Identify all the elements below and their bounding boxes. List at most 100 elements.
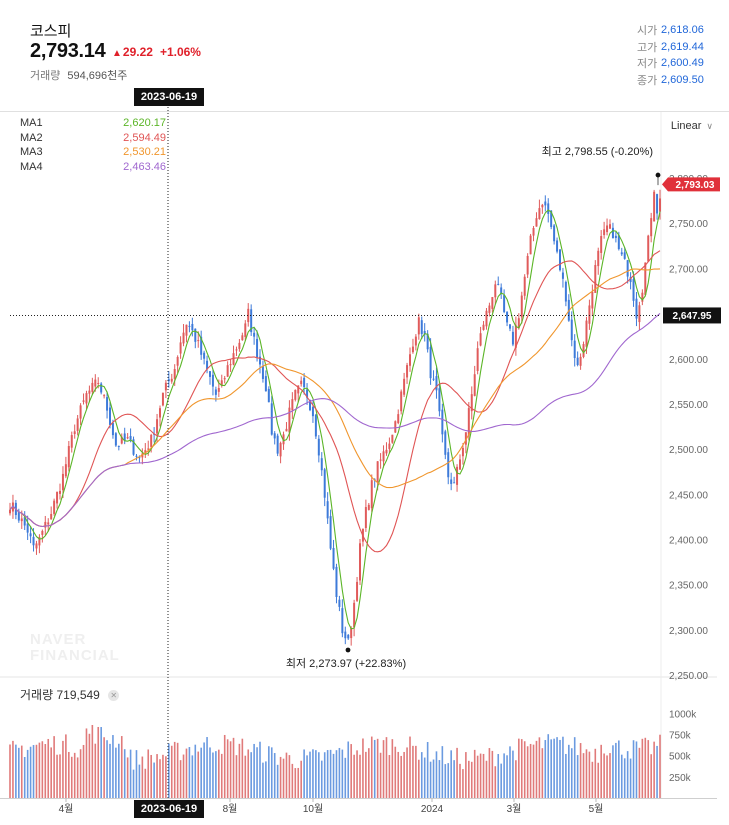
candle-body <box>17 511 20 521</box>
volume-bar <box>382 740 385 798</box>
volume-bar <box>479 753 482 798</box>
candle-body <box>38 537 41 546</box>
volume-bar <box>29 746 32 798</box>
candle-body <box>432 378 435 380</box>
candle-body <box>294 389 297 400</box>
volume-tick-label: 250k <box>669 773 692 784</box>
volume-bar <box>482 753 485 798</box>
volume-bar <box>185 748 188 798</box>
candle-body <box>653 191 656 222</box>
volume-bar <box>56 754 58 798</box>
candle-body <box>288 407 291 433</box>
candle-body <box>67 446 70 468</box>
candle-body <box>135 455 138 457</box>
candle-body <box>94 379 97 387</box>
change-percent: +1.06% <box>159 45 201 59</box>
volume-bar <box>529 743 532 798</box>
volume-bar <box>223 734 226 798</box>
candle-body <box>217 388 220 392</box>
volume-bar <box>597 762 600 798</box>
candle-body <box>564 281 567 302</box>
volume-bar <box>400 755 402 798</box>
date-tick-label: 8월 <box>223 803 238 815</box>
candle-body <box>350 627 353 639</box>
ma-legend-row-2[interactable]: MA2 2,594.49 <box>20 131 166 144</box>
candle-body <box>409 354 411 366</box>
candle-body <box>138 457 141 459</box>
volume-bar <box>182 754 185 798</box>
candle-body <box>632 279 635 301</box>
candle-body <box>526 255 529 275</box>
candle-body <box>220 380 223 386</box>
volume-bar <box>303 749 305 798</box>
volume-summary: 거래량 594,696천주 <box>30 67 127 83</box>
volume-bar <box>497 754 500 798</box>
candle-body <box>335 566 338 597</box>
ohlc-low: 저가 2,600.49 <box>637 57 704 71</box>
volume-bar <box>344 757 347 798</box>
candle-body <box>147 448 150 450</box>
candle-body <box>550 210 553 227</box>
candle-body <box>411 346 414 353</box>
close-icon[interactable]: ✕ <box>108 690 120 702</box>
volume-axis: 1000k 750k 500k 250k <box>669 709 697 783</box>
scale-mode-dropdown[interactable]: Linear ∨ <box>671 120 713 132</box>
volume-bar <box>194 744 197 798</box>
candle-body <box>376 461 379 483</box>
volume-bar <box>226 739 229 798</box>
candle-body <box>600 236 603 253</box>
ma-legend-row-1[interactable]: MA1 2,620.17 <box>20 117 166 130</box>
volume-bar <box>315 750 317 798</box>
volume-bar <box>565 753 567 798</box>
volume-bar <box>141 756 144 798</box>
candle-body <box>482 324 485 330</box>
candle-body <box>544 201 547 206</box>
candle-body <box>529 235 532 255</box>
candle-body <box>447 452 450 478</box>
volume-bar <box>94 743 97 798</box>
volume-bar <box>632 740 635 798</box>
volume-bar <box>518 738 520 798</box>
candle-body <box>641 292 644 302</box>
volume-tick-label: 750k <box>669 731 692 742</box>
candle-body <box>214 389 217 395</box>
high-annotation: 최고 2,798.55 (-0.20%) <box>542 145 661 186</box>
volume-bar <box>423 757 426 798</box>
candle-body <box>659 198 661 212</box>
volume-bar <box>338 747 341 798</box>
ma-legend-row-4[interactable]: MA4 2,463.46 <box>20 160 166 173</box>
candle-body <box>11 502 14 512</box>
volume-bar <box>91 724 94 798</box>
price-tick-label: 2,750.00 <box>669 219 708 230</box>
volume-bar <box>456 747 458 798</box>
volume-bar <box>147 749 150 798</box>
candle-body <box>320 458 323 471</box>
volume-legend-value: 719,549 <box>56 688 100 702</box>
volume-bar <box>244 755 247 798</box>
volume-bars <box>9 724 661 798</box>
volume-bar <box>418 759 420 798</box>
volume-bar <box>409 736 411 798</box>
ohlc-close: 종가 2,609.50 <box>637 73 704 87</box>
volume-bar <box>379 752 382 798</box>
volume-bar <box>391 739 394 798</box>
volume-bar <box>570 748 573 798</box>
candle-body <box>520 295 523 318</box>
volume-bar <box>535 740 538 798</box>
volume-bar <box>365 751 367 798</box>
candle-body <box>656 194 659 214</box>
change-value: 29.22 <box>122 45 153 59</box>
ma-legend-row-3[interactable]: MA3 2,530.21 <box>20 146 166 159</box>
candle-body <box>467 408 470 436</box>
volume-bar <box>450 750 452 798</box>
volume-bar <box>550 739 552 798</box>
candle-body <box>397 414 400 424</box>
volume-bar <box>276 764 279 798</box>
volume-bar <box>132 769 135 798</box>
candle-body <box>414 336 417 346</box>
volume-bar <box>515 760 517 798</box>
candle-body <box>444 431 447 455</box>
volume-bar <box>553 738 555 798</box>
candle-body <box>109 407 111 425</box>
